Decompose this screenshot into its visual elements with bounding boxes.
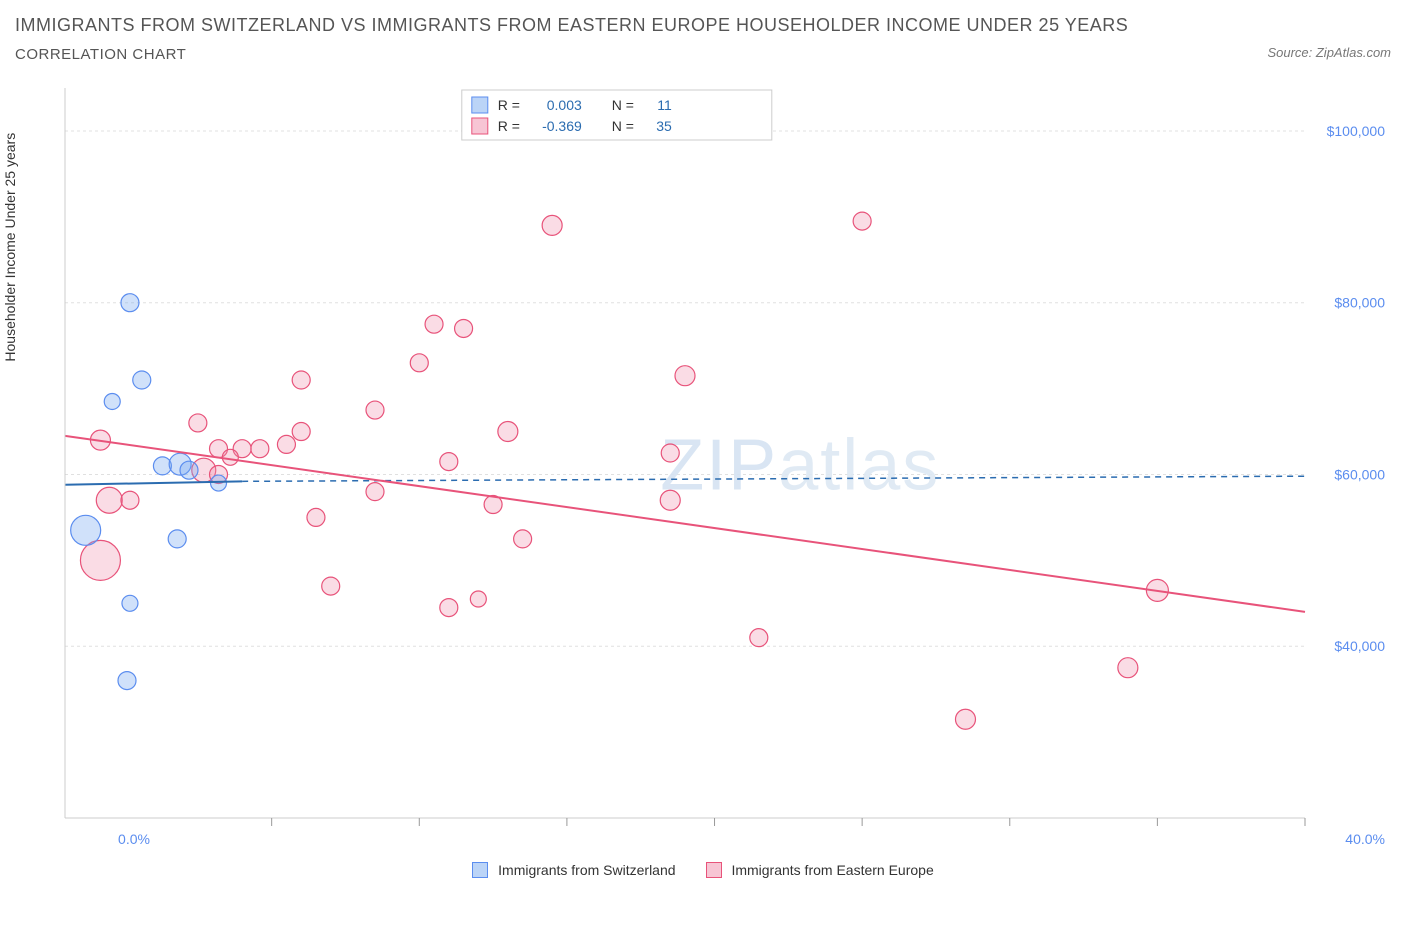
data-point-blue bbox=[71, 515, 101, 545]
data-point-pink bbox=[307, 508, 325, 526]
data-point-pink bbox=[292, 423, 310, 441]
data-point-pink bbox=[425, 315, 443, 333]
data-point-pink bbox=[322, 577, 340, 595]
legend-item-eastern-europe: Immigrants from Eastern Europe bbox=[706, 862, 934, 878]
data-point-pink bbox=[514, 530, 532, 548]
legend-label: Immigrants from Eastern Europe bbox=[731, 862, 933, 878]
stats-n-label: N = bbox=[612, 97, 634, 113]
data-point-pink bbox=[498, 422, 518, 442]
source-label: Source: ZipAtlas.com bbox=[1267, 45, 1391, 60]
data-point-pink bbox=[1118, 658, 1138, 678]
data-point-pink bbox=[251, 440, 269, 458]
data-point-pink bbox=[750, 629, 768, 647]
data-point-pink bbox=[96, 487, 122, 513]
square-icon bbox=[472, 97, 488, 113]
data-point-blue bbox=[118, 672, 136, 690]
legend-label: Immigrants from Switzerland bbox=[498, 862, 675, 878]
square-icon bbox=[472, 118, 488, 134]
data-point-pink bbox=[661, 444, 679, 462]
watermark: ZIPatlas bbox=[660, 426, 940, 506]
stats-n-label: N = bbox=[612, 118, 634, 134]
square-icon bbox=[706, 862, 722, 878]
data-point-pink bbox=[222, 449, 238, 465]
y-tick-label: $80,000 bbox=[1334, 295, 1385, 311]
data-point-pink bbox=[455, 319, 473, 337]
stats-r-label: R = bbox=[498, 97, 520, 113]
data-point-pink bbox=[410, 354, 428, 372]
data-point-blue bbox=[168, 530, 186, 548]
legend-item-switzerland: Immigrants from Switzerland bbox=[472, 862, 675, 878]
data-point-pink bbox=[853, 212, 871, 230]
y-tick-label: $40,000 bbox=[1334, 638, 1385, 654]
data-point-pink bbox=[80, 540, 120, 580]
data-point-pink bbox=[440, 599, 458, 617]
x-tick-label: 0.0% bbox=[118, 831, 150, 847]
data-point-pink bbox=[292, 371, 310, 389]
square-icon bbox=[472, 862, 488, 878]
stats-n-value: 11 bbox=[657, 97, 672, 113]
data-point-blue bbox=[122, 595, 138, 611]
data-point-pink bbox=[660, 490, 680, 510]
stats-r-value: 0.003 bbox=[547, 97, 582, 113]
stats-r-value: -0.369 bbox=[542, 118, 582, 134]
data-point-pink bbox=[675, 366, 695, 386]
data-point-blue bbox=[180, 461, 198, 479]
stats-r-label: R = bbox=[498, 118, 520, 134]
data-point-pink bbox=[470, 591, 486, 607]
chart-area: Householder Income Under 25 years $40,00… bbox=[15, 78, 1391, 858]
legend: Immigrants from Switzerland Immigrants f… bbox=[15, 862, 1391, 878]
data-point-blue bbox=[211, 475, 227, 491]
data-point-pink bbox=[366, 401, 384, 419]
chart-title: IMMIGRANTS FROM SWITZERLAND VS IMMIGRANT… bbox=[15, 15, 1267, 36]
x-tick-label: 40.0% bbox=[1345, 831, 1385, 847]
scatter-chart: $40,000 $60,000 $80,000 $100,000 ZIPatlas 0.0… bbox=[55, 78, 1395, 858]
y-tick-label: $100,000 bbox=[1327, 123, 1386, 139]
data-point-pink bbox=[440, 453, 458, 471]
data-point-pink bbox=[366, 483, 384, 501]
data-point-pink bbox=[542, 215, 562, 235]
header: IMMIGRANTS FROM SWITZERLAND VS IMMIGRANT… bbox=[15, 15, 1391, 63]
y-axis-label: Householder Income Under 25 years bbox=[2, 133, 18, 362]
stats-n-value: 35 bbox=[656, 118, 672, 134]
data-point-blue bbox=[104, 393, 120, 409]
chart-subtitle: CORRELATION CHART bbox=[15, 46, 1267, 63]
data-point-pink bbox=[121, 491, 139, 509]
data-point-blue bbox=[121, 294, 139, 312]
data-point-pink bbox=[277, 435, 295, 453]
data-point-pink bbox=[955, 709, 975, 729]
y-tick-label: $60,000 bbox=[1334, 466, 1385, 482]
data-point-pink bbox=[189, 414, 207, 432]
data-point-blue bbox=[133, 371, 151, 389]
